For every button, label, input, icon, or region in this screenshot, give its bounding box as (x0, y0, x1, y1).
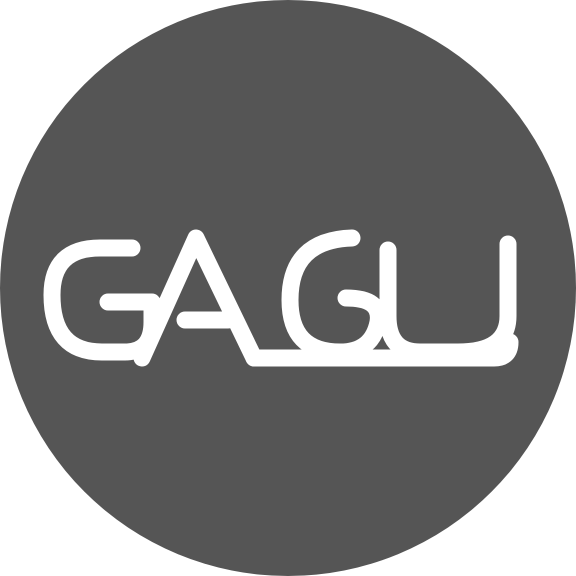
gagu-wordmark (43, 229, 519, 367)
wordmark-baseline (245, 333, 519, 367)
letter-u (379, 235, 517, 361)
letter-g-second (281, 229, 387, 361)
